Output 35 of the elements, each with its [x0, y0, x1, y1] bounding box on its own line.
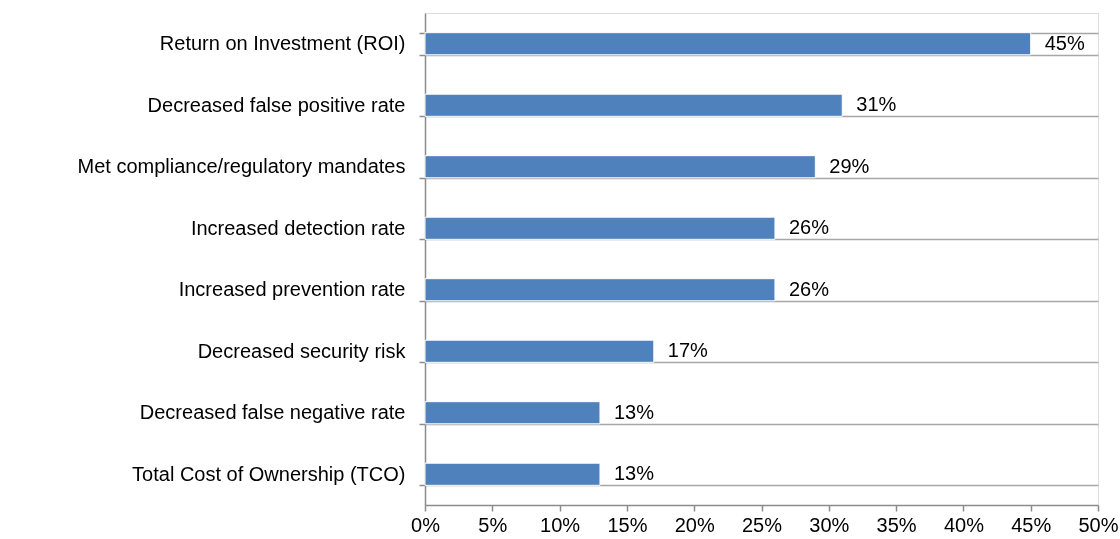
data-label: 45% — [1044, 31, 1085, 54]
y-tick-label: Decreased false negative rate — [139, 401, 406, 424]
bar — [424, 339, 655, 363]
bar — [424, 462, 601, 486]
x-tick-label: 15% — [607, 513, 648, 536]
y-tick-label: Increased prevention rate — [178, 278, 406, 301]
y-tick-label: Total Cost of Ownership (TCO) — [132, 462, 406, 485]
data-label: 26% — [788, 216, 830, 239]
bar — [424, 401, 601, 425]
bar — [424, 93, 843, 117]
x-tick-label: 20% — [674, 513, 715, 536]
data-label: 17% — [667, 339, 709, 362]
x-tick-label: 0% — [411, 513, 441, 536]
data-label: 31% — [856, 93, 897, 116]
bar — [424, 278, 776, 302]
data-label: 13% — [613, 400, 655, 423]
x-tick-label: 5% — [478, 513, 508, 536]
bar — [424, 32, 1032, 56]
bar — [424, 155, 816, 179]
x-tick-label: 30% — [809, 513, 850, 536]
x-tick-label: 50% — [1078, 513, 1119, 536]
x-tick-label: 10% — [540, 513, 581, 536]
y-tick-label: Decreased security risk — [197, 339, 407, 362]
data-label: 29% — [829, 154, 870, 177]
y-tick-label: Increased detection rate — [190, 216, 406, 239]
y-tick-label: Met compliance/regulatory mandates — [77, 155, 406, 178]
y-tick-label: Return on Investment (ROI) — [159, 32, 406, 55]
x-tick-label: 40% — [943, 513, 985, 536]
x-tick-label: 25% — [741, 513, 783, 536]
x-tick-label: 35% — [876, 513, 917, 536]
bar — [424, 216, 776, 240]
data-label: 13% — [613, 462, 655, 485]
data-label: 26% — [788, 277, 830, 300]
x-tick-label: 45% — [1011, 513, 1052, 536]
y-tick-label: Decreased false positive rate — [147, 93, 406, 116]
